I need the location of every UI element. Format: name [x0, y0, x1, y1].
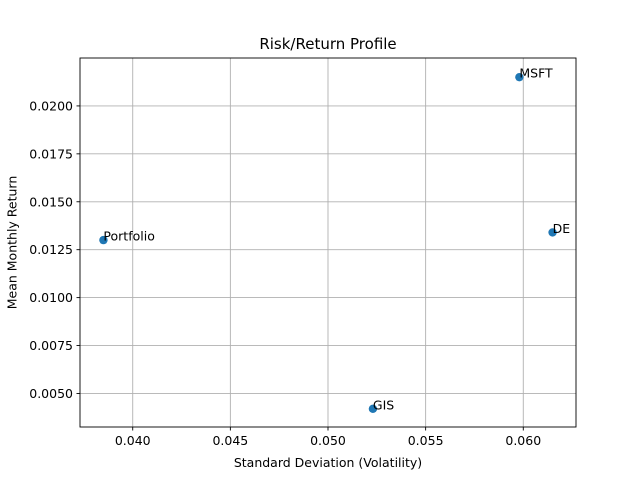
y-tick-label: 0.0050 — [29, 386, 73, 401]
x-tick-label: 0.045 — [212, 433, 248, 448]
x-axis-label: Standard Deviation (Volatility) — [234, 455, 422, 470]
data-point — [548, 228, 557, 237]
y-axis-label: Mean Monthly Return — [5, 176, 20, 310]
chart-title: Risk/Return Profile — [259, 35, 396, 53]
y-tick-label: 0.0175 — [29, 146, 73, 161]
y-tick-label: 0.0150 — [29, 194, 73, 209]
point-label: Portfolio — [103, 229, 154, 244]
data-point — [368, 404, 378, 413]
x-tick-label: 0.040 — [115, 433, 151, 448]
y-tick-label: 0.0075 — [29, 338, 73, 353]
x-tick-label: 0.050 — [310, 433, 346, 448]
point-layer: MSFT DE Portfolio GIS — [99, 66, 570, 413]
point-label: MSFT — [519, 66, 553, 81]
y-tick-label: 0.0200 — [29, 98, 73, 113]
tick-layer: 0.040 0.045 0.050 0.055 0.060 0.0050 0.0075 0.0… — [29, 98, 541, 448]
y-tick-label: 0.0100 — [29, 290, 73, 305]
x-tick-label: 0.060 — [505, 433, 541, 448]
data-point — [99, 235, 108, 245]
point-label: GIS — [373, 397, 394, 412]
y-tick-label: 0.0125 — [29, 242, 73, 257]
x-tick-label: 0.055 — [408, 433, 444, 448]
point-label: DE — [553, 221, 571, 236]
grid-layer — [80, 58, 576, 427]
data-point — [515, 72, 524, 82]
